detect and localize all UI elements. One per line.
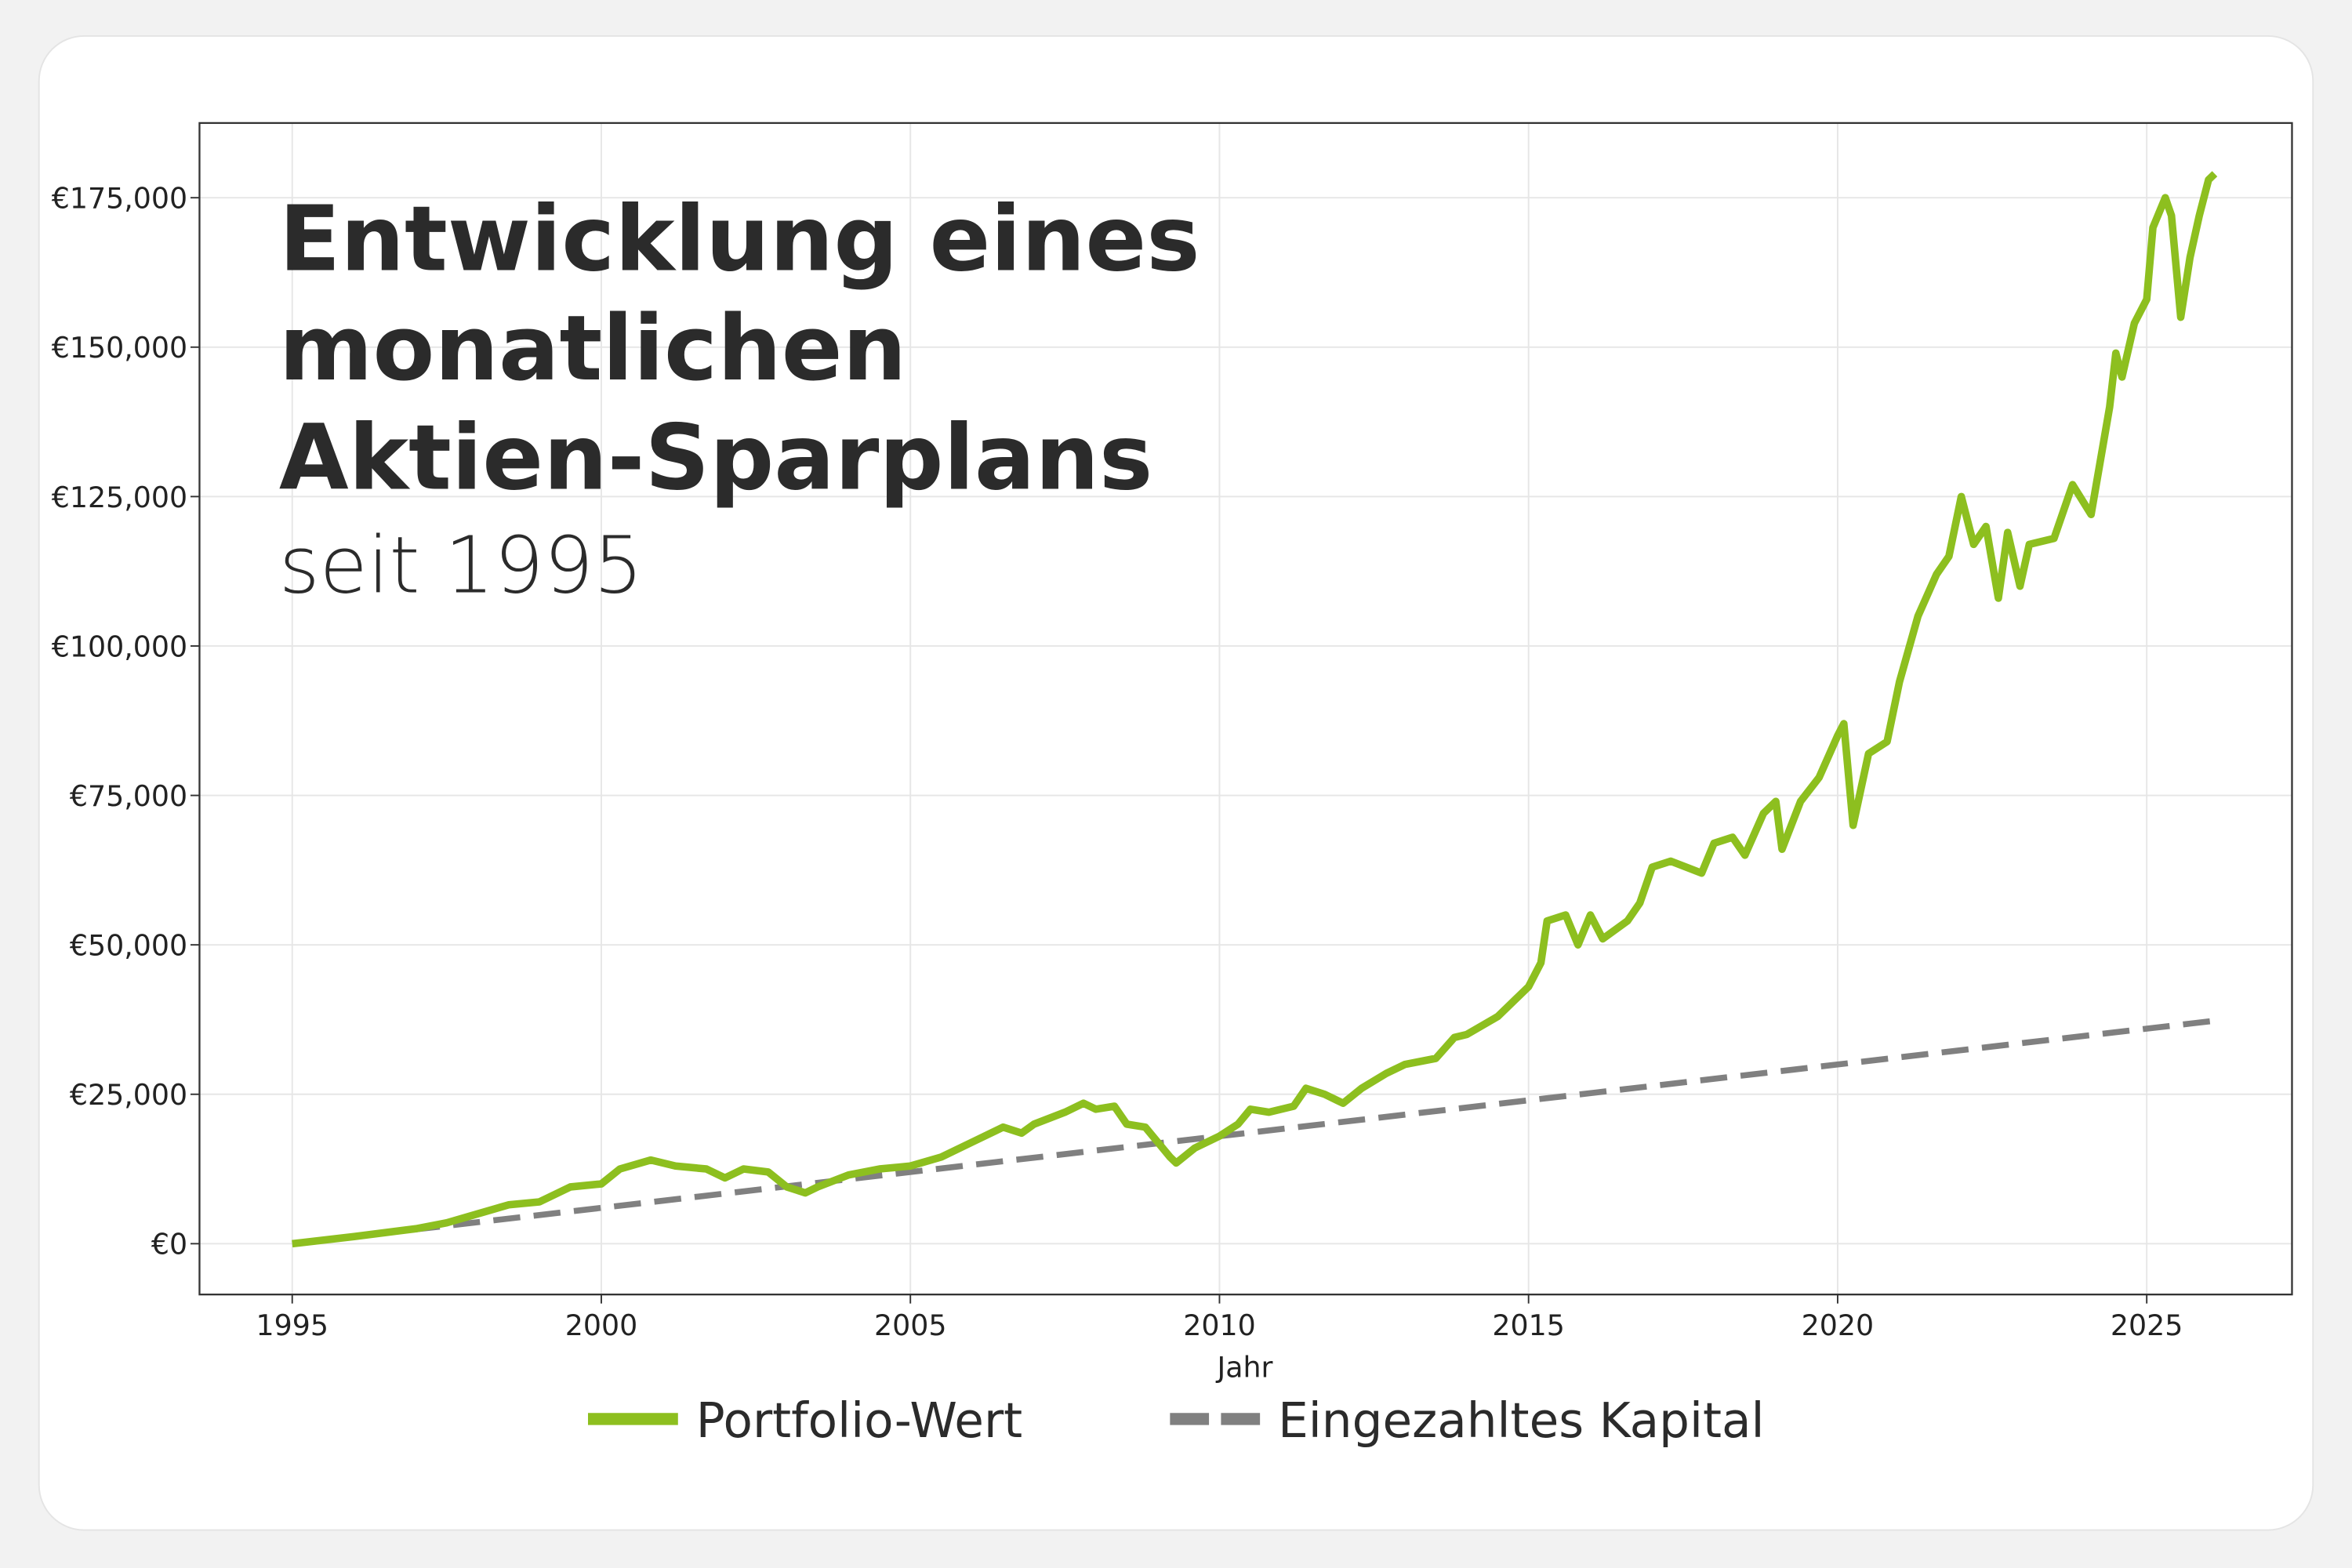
y-tick-label: €150,000 [52, 331, 187, 365]
legend-label: Eingezahltes Kapital [1278, 1393, 1764, 1449]
x-tick-label: 2020 [1802, 1308, 1875, 1342]
x-axis-label: Jahr [1216, 1350, 1273, 1384]
plot-frame [198, 122, 2293, 1296]
y-tick-label: €100,000 [52, 630, 187, 663]
y-tick-label: €0 [151, 1228, 187, 1261]
chart-title: monatlichen [279, 296, 907, 401]
y-tick-label: €75,000 [70, 779, 187, 813]
chart-subtitle: seit 1995 [279, 521, 643, 612]
chart-title: Aktien-Sparplans [279, 406, 1152, 511]
y-tick-label: €125,000 [52, 481, 187, 514]
x-tick-label: 2005 [874, 1308, 947, 1342]
plot-area [199, 122, 2292, 1295]
series-line [292, 171, 2218, 1248]
x-tick-label: 1995 [256, 1308, 328, 1342]
chart-title: Entwicklung eines [279, 187, 1200, 292]
plot: €0 €25,000 €50,000 €75,000 €100,000 €125,000 €… [52, 122, 2293, 1449]
x-tick-label: 2015 [1492, 1308, 1564, 1342]
y-tick-label: €25,000 [70, 1078, 187, 1112]
x-tick-label: 2010 [1183, 1308, 1256, 1342]
legend-label: Portfolio-Wert [696, 1393, 1022, 1449]
y-tick-label: €175,000 [52, 182, 187, 216]
x-tick-label: 2025 [2111, 1308, 2183, 1342]
x-tick-label: 2000 [565, 1308, 638, 1342]
y-tick-label: €50,000 [70, 929, 187, 963]
